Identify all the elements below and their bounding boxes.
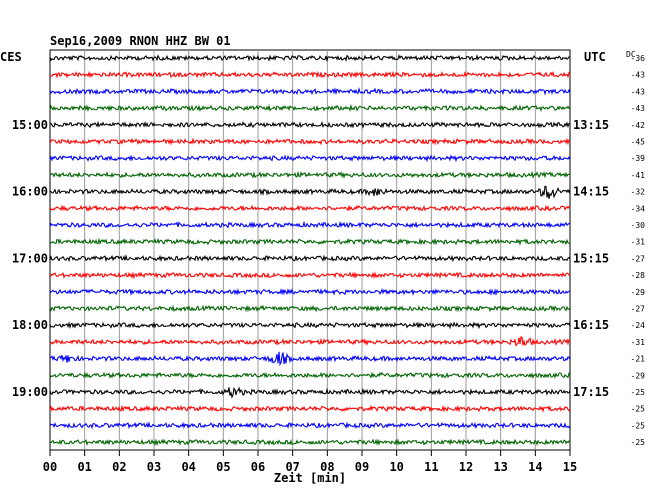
dc-value-14: -29 [631,288,646,297]
right-timezone-label: UTC [584,50,606,64]
dc-value-4: -42 [631,121,646,130]
plot-border [49,49,571,451]
right-time-label-1315: 13:15 [573,118,609,132]
right-time-label-1515: 15:15 [573,251,609,265]
x-tick-label-06: 06 [251,460,265,474]
left-time-label-1500: 15:00 [12,118,48,132]
trace-10 [49,220,571,229]
chart-title: Sep16,2009 RNON HHZ BW 01 [50,34,231,48]
dc-value-7: -41 [631,171,646,180]
trace-22 [49,421,571,430]
left-timezone-label: CES [0,50,22,64]
dc-header-label: DC [626,50,636,59]
x-tick-label-07: 07 [285,460,299,474]
x-tick-label-03: 03 [147,460,161,474]
trace-17 [49,336,571,347]
trace-9 [49,204,571,213]
trace-5 [49,137,571,146]
trace-18 [49,351,571,367]
trace-8 [49,185,571,199]
x-axis-label: Zeit [min] [274,471,346,485]
dc-value-21: -25 [631,405,646,414]
left-time-label-1800: 18:00 [12,318,48,332]
trace-3 [49,103,571,112]
x-tick-label-04: 04 [181,460,195,474]
dc-value-1: -43 [631,71,646,80]
dc-value-12: -27 [631,254,646,263]
trace-15 [49,304,571,313]
dc-value-2: -43 [631,87,646,96]
left-time-label-1600: 16:00 [12,185,48,199]
right-time-label-1715: 17:15 [573,385,609,399]
x-tick-label-05: 05 [216,460,230,474]
x-tick-label-11: 11 [424,460,438,474]
dc-value-16: -24 [631,321,646,330]
trace-11 [49,237,571,246]
trace-23 [49,438,571,447]
axis-labels: 00 01 02 03 04 05 06 07 08 09 10 11 12 13 14 15 -36 -43 -4… [12,54,645,474]
left-time-label-1700: 17:00 [12,251,48,265]
x-tick-label-02: 02 [112,460,126,474]
right-time-label-1415: 14:15 [573,185,609,199]
dc-value-20: -25 [631,388,646,397]
dc-value-5: -45 [631,138,646,147]
x-tick-label-15: 15 [563,460,577,474]
x-tick-label-14: 14 [528,460,542,474]
dc-value-23: -25 [631,438,646,447]
x-tick-label-12: 12 [459,460,473,474]
dc-value-3: -43 [631,104,646,113]
trace-21 [49,404,571,413]
dc-value-18: -21 [631,355,646,364]
dc-value-11: -31 [631,238,646,247]
minute-gridlines [49,50,571,456]
dc-value-19: -29 [631,371,646,380]
dc-value-15: -27 [631,305,646,314]
x-tick-label-00: 00 [43,460,57,474]
trace-1 [49,70,571,79]
trace-2 [49,87,571,96]
dc-value-8: -32 [631,188,646,197]
dc-value-9: -34 [631,204,646,213]
dc-value-6: -39 [631,154,646,163]
x-tick-label-09: 09 [355,460,369,474]
trace-13 [49,271,571,280]
trace-14 [49,287,571,296]
plot-frame [49,49,571,451]
x-tick-label-01: 01 [77,460,91,474]
seismic-traces [49,54,571,447]
x-tick-label-08: 08 [320,460,334,474]
dc-value-22: -25 [631,421,646,430]
x-tick-label-13: 13 [493,460,507,474]
right-time-label-1615: 16:15 [573,318,609,332]
dc-value-13: -28 [631,271,646,280]
trace-7 [49,170,571,179]
left-time-label-1900: 19:00 [12,385,48,399]
trace-4 [49,120,571,129]
dc-value-0: -36 [631,54,646,63]
trace-16 [49,321,571,330]
trace-12 [49,254,571,263]
trace-6 [49,154,571,163]
dc-value-10: -30 [631,221,646,230]
trace-20 [49,386,571,399]
x-tick-label-10: 10 [389,460,403,474]
dc-value-17: -31 [631,338,646,347]
trace-0 [49,54,571,63]
trace-19 [49,371,571,380]
